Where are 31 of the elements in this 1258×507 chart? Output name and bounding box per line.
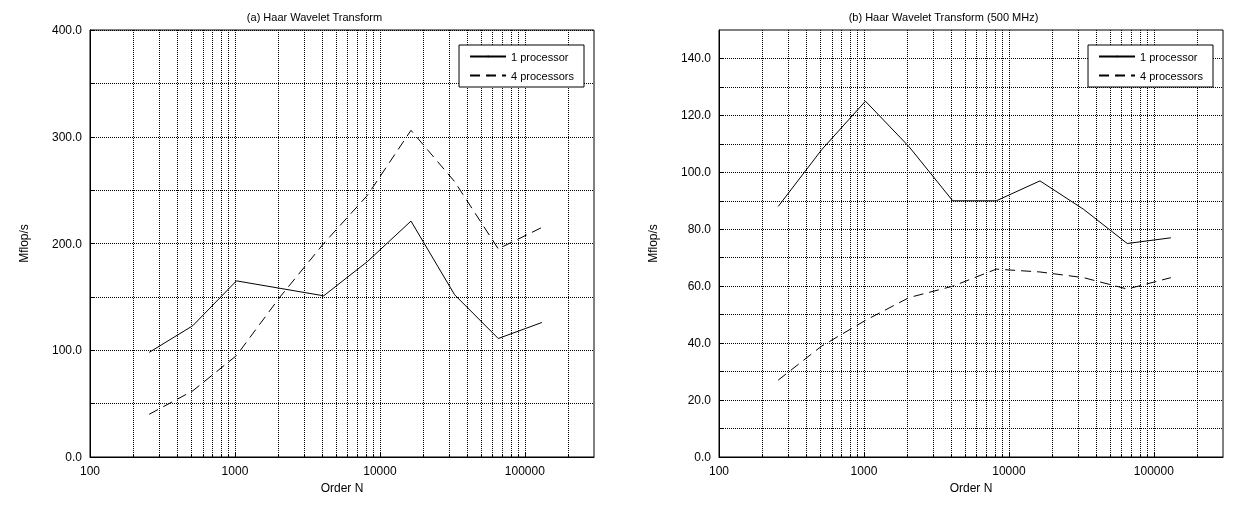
x-tick-label: 1000: [221, 464, 249, 478]
y-tick-label: 80.0: [687, 222, 712, 237]
y-tick-label: 20.0: [687, 393, 712, 408]
x-tick-label: 10000: [992, 464, 1026, 478]
y-tick-label: 400.0: [51, 23, 83, 37]
y-tick-label: 100.0: [51, 343, 83, 358]
y-tick-label: 0.0: [694, 450, 712, 464]
x-axis-title: Order N: [949, 480, 993, 495]
y-axis-title: Mflop/s: [17, 224, 31, 263]
y-tick-label: 140.0: [680, 51, 712, 66]
y-axis-title: Mflop/s: [646, 224, 660, 263]
x-tick-label: 100000: [1133, 464, 1175, 478]
y-tick-label: 60.0: [687, 279, 712, 294]
y-tick-label: 120.0: [680, 108, 712, 123]
legend-label: 4 processors: [511, 69, 575, 82]
x-axis-title: Order N: [320, 480, 364, 495]
y-tick-label: 200.0: [51, 236, 83, 251]
legend-label: 1 processor: [1140, 50, 1198, 63]
x-tick-label: 1000: [850, 464, 878, 478]
x-tick-label: 100: [79, 464, 101, 478]
y-tick-label: 300.0: [51, 129, 83, 144]
y-tick-label: 40.0: [687, 336, 712, 351]
y-tick-label: 0.0: [65, 450, 83, 464]
y-tick-label: 100.0: [680, 165, 712, 180]
x-tick-label: 100000: [504, 464, 546, 478]
chart-title: (b) Haar Wavelet Transform (500 MHz): [848, 10, 1039, 23]
x-tick-label: 10000: [363, 464, 397, 478]
x-tick-label: 100: [708, 464, 730, 478]
chart-title: (a) Haar Wavelet Transform: [246, 10, 383, 23]
legend-label: 1 processor: [511, 50, 569, 63]
legend-label: 4 processors: [1140, 69, 1204, 82]
